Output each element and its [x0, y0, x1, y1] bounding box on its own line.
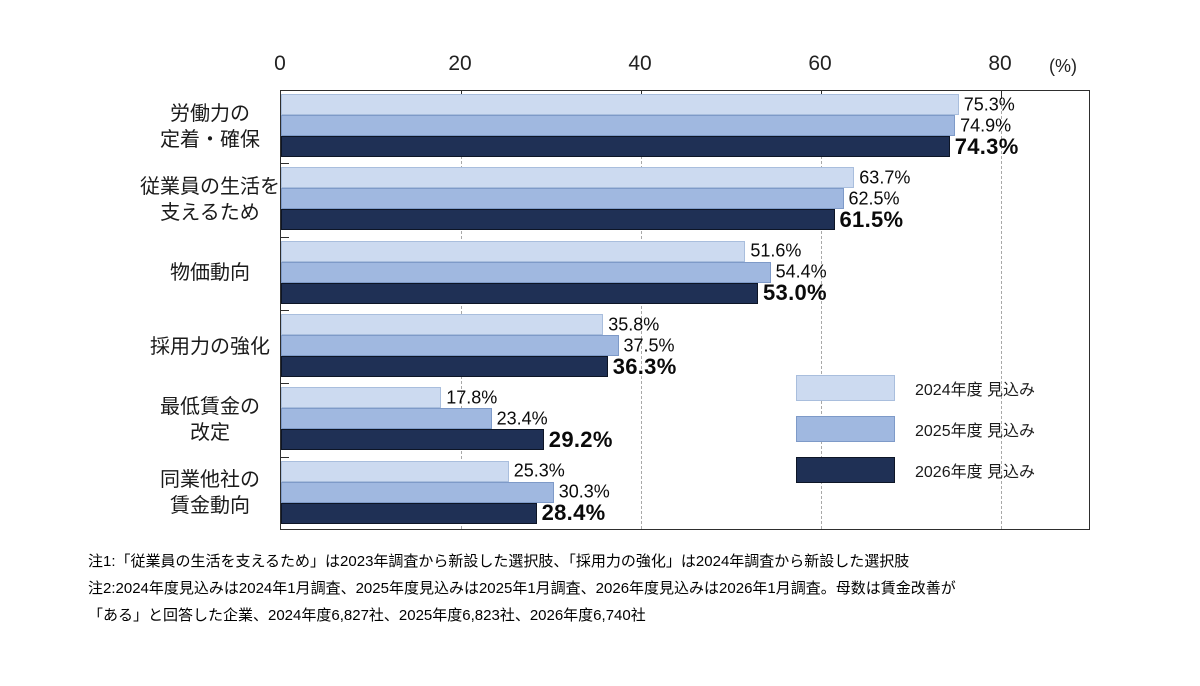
category-axis-tick — [281, 236, 289, 238]
category-label: 物価動向 — [100, 237, 320, 310]
category-axis-tick — [281, 383, 289, 385]
legend-label: 2025年度 見込み — [915, 423, 1036, 440]
category-axis-tick — [281, 310, 289, 311]
bar-2026年度 見込み — [281, 209, 835, 231]
footnote-2-continued: 「ある」と回答した企業、2024年度6,827社、2025年度6,823社、20… — [88, 607, 646, 624]
x-axis-tick-label: 0 — [274, 52, 286, 75]
legend-label: 2024年度 見込み — [915, 382, 1036, 399]
legend-item: 2026年度 見込み — [796, 457, 1035, 483]
value-label: 36.3% — [612, 353, 677, 379]
footnote-1: 注1:「従業員の生活を支えるため」は2023年調査から新設した選択肢、「採用力の… — [88, 553, 910, 570]
bar-2025年度 見込み — [281, 115, 956, 136]
gridline — [821, 91, 822, 529]
x-axis-tick-label: 60 — [808, 52, 832, 75]
bar-2024年度 見込み — [281, 240, 746, 262]
bar-2025年度 見込み — [281, 481, 554, 503]
bar-2025年度 見込み — [281, 188, 844, 210]
category-label: 採用力の強化 — [100, 310, 320, 383]
category-label-line: 賃金動向 — [170, 495, 250, 518]
gridline — [1001, 91, 1002, 529]
value-label: 53.0% — [763, 280, 827, 306]
footnote-2: 注2:2024年度見込みは2024年1月調査、2025年度見込みは2025年1月… — [88, 580, 956, 597]
value-label: 74.9% — [960, 115, 1012, 135]
value-label: 37.5% — [623, 335, 675, 355]
axis-tick — [1001, 91, 1002, 99]
bar-2024年度 見込み — [281, 94, 959, 115]
value-label: 23.4% — [496, 408, 548, 429]
bar-2024年度 見込み — [281, 167, 855, 189]
value-label: 28.4% — [541, 500, 606, 526]
category-axis-tick — [281, 163, 289, 165]
bar-2025年度 見込み — [281, 261, 771, 283]
category-label: 同業他社の 賃金動向 — [100, 457, 320, 530]
category-axis-tick — [281, 456, 289, 458]
category-label: 従業員の生活を 支えるため — [100, 163, 320, 236]
x-axis-tick-label: 40 — [628, 52, 652, 75]
category-label-line: 支えるため — [160, 201, 260, 224]
legend-swatch — [796, 457, 895, 483]
category-label-line: 従業員の生活を — [140, 175, 280, 198]
category-label-line: 最低賃金の — [160, 395, 260, 418]
x-axis-tick-label: 20 — [448, 52, 472, 75]
category-label: 最低賃金の 改定 — [100, 383, 320, 456]
gridline — [641, 91, 642, 529]
category-label-line: 定着・確保 — [160, 128, 260, 151]
legend-item: 2025年度 見込み — [796, 416, 1035, 442]
category-label-line: 労働力の — [170, 102, 250, 125]
value-label: 75.3% — [963, 94, 1015, 114]
category-label: 労働力の 定着・確保 — [100, 90, 320, 163]
value-label: 54.4% — [775, 261, 827, 282]
legend: 2024年度 見込み 2025年度 見込み 2026年度 見込み — [796, 375, 1035, 498]
value-label: 17.8% — [446, 387, 498, 408]
value-label: 30.3% — [558, 481, 610, 502]
value-label: 62.5% — [848, 188, 900, 209]
value-label: 35.8% — [608, 314, 660, 334]
category-label-line: 物価動向 — [170, 262, 250, 285]
bar-2026年度 見込み — [281, 282, 758, 304]
legend-item: 2024年度 見込み — [796, 375, 1035, 401]
gridline — [461, 91, 462, 529]
x-axis-unit-label: (%) — [1049, 56, 1077, 76]
legend-swatch — [796, 416, 895, 442]
value-label: 63.7% — [859, 167, 911, 188]
plot-area: 75.3% 74.9% 74.3% 63.7% 62.5% 61.5% 51.6% 54.4%… — [280, 90, 1090, 530]
bar-2026年度 見込み — [281, 136, 950, 157]
value-label: 29.2% — [548, 426, 613, 452]
value-label: 25.3% — [513, 460, 565, 481]
x-axis-tick-label: 80 — [988, 52, 1012, 75]
bar-2024年度 見込み — [281, 387, 442, 409]
bar-2024年度 見込み — [281, 314, 604, 335]
bar-2026年度 見込み — [281, 356, 608, 377]
value-label: 74.3% — [954, 133, 1019, 159]
bar-2025年度 見込み — [281, 408, 492, 430]
footnotes: 注1:「従業員の生活を支えるため」は2023年調査から新設した選択肢、「採用力の… — [88, 548, 1138, 629]
legend-swatch — [796, 375, 895, 401]
category-label-line: 同業他社の — [160, 469, 260, 492]
value-label: 51.6% — [750, 240, 802, 261]
bar-2026年度 見込み — [281, 429, 544, 451]
bar-2026年度 見込み — [281, 502, 537, 524]
bar-2025年度 見込み — [281, 335, 619, 356]
category-label-line: 改定 — [190, 421, 230, 444]
legend-label: 2026年度 見込み — [915, 464, 1036, 481]
category-label-line: 採用力の強化 — [150, 335, 270, 358]
bar-2024年度 見込み — [281, 460, 509, 482]
value-label: 61.5% — [839, 206, 904, 232]
